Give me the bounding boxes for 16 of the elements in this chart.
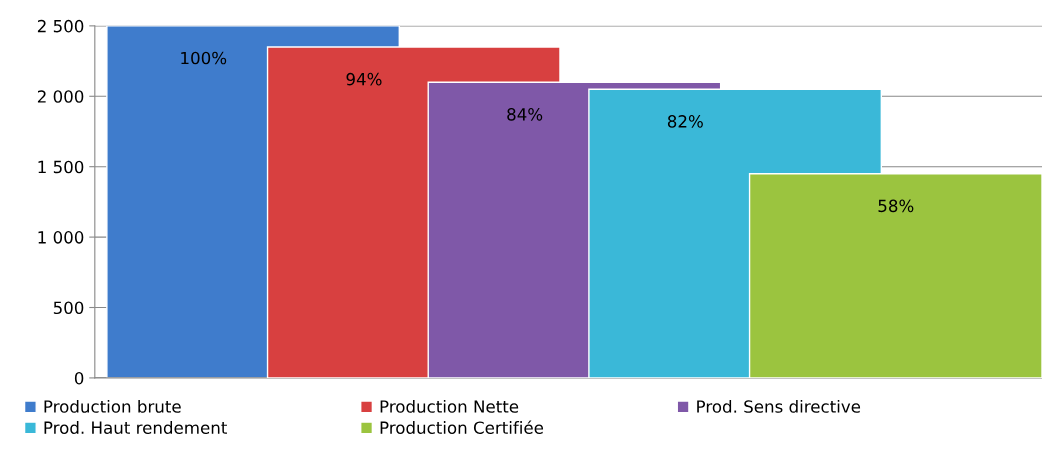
annotation: 84% (507, 108, 543, 121)
annotation: 100% (181, 51, 227, 65)
legend-label: Production Certifiée (380, 420, 544, 434)
legend-label: Prod. Sens directive (697, 399, 861, 413)
y-tick-label: 1 500 (38, 160, 84, 174)
legend-label: Prod. Haut rendement (44, 421, 227, 434)
y-tick-label: 500 (53, 301, 84, 315)
y-tick-label: 0 (74, 371, 84, 385)
y-tick-label: 2 000 (37, 90, 84, 103)
legend-label: Production Nette (380, 399, 519, 413)
annotation: 82% (667, 115, 703, 128)
annotation: 94% (346, 72, 382, 86)
legend-label: Production brute (44, 399, 181, 413)
y-tick-label: 2 500 (37, 19, 84, 33)
annotation: 58% (878, 199, 914, 213)
y-tick-label: 1 000 (38, 231, 84, 244)
